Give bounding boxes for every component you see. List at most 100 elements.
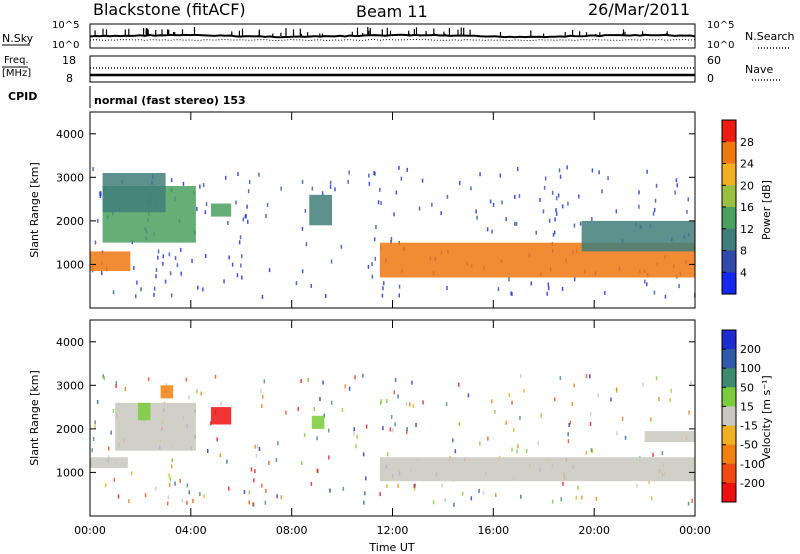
freq-panel: Freq. [MHz] 18 8 60 0 Nave <box>2 54 782 85</box>
scatter-point <box>167 495 170 500</box>
scatter-point <box>520 374 522 378</box>
y-tick-label: 1000 <box>56 466 84 479</box>
scatter-point <box>131 471 133 476</box>
nsearch-trace <box>89 38 696 42</box>
scatter-point <box>559 375 562 380</box>
scatter-point <box>165 383 168 388</box>
y-tick-label: 2000 <box>56 215 84 228</box>
scatter-point <box>406 427 408 432</box>
scatter-point <box>591 448 594 453</box>
scatter-point <box>664 294 667 299</box>
scatter-point <box>191 258 193 263</box>
scatter-point <box>511 400 513 405</box>
scatter-point <box>678 284 680 289</box>
scatter-point <box>413 486 416 491</box>
scatter-point <box>329 488 331 493</box>
colorbar-tick-label: -15 <box>740 420 758 433</box>
scatter-point <box>169 271 172 276</box>
scatter-point <box>546 291 548 296</box>
scatter-point <box>157 255 159 260</box>
scatter-point <box>397 483 399 488</box>
scatter-point <box>241 275 243 280</box>
scatter-point <box>624 435 627 440</box>
scatter-point <box>329 180 332 185</box>
scatter-point <box>467 393 470 398</box>
scatter-point <box>180 271 182 276</box>
scatter-point <box>144 493 147 498</box>
data-region-ground-scatter-early <box>90 457 128 469</box>
x-tick-label: 08:00 <box>276 524 308 537</box>
scatter-point <box>452 438 454 443</box>
scatter-point <box>379 492 381 497</box>
scatter-point <box>252 502 254 506</box>
scatter-point <box>199 184 201 189</box>
scatter-point <box>340 244 343 249</box>
date-title: 26/Mar/2011 <box>588 0 690 19</box>
scatter-point <box>446 286 448 290</box>
scatter-point <box>247 219 249 224</box>
scatter-point <box>638 204 640 209</box>
nave-tick-top: 60 <box>707 54 721 67</box>
power-colorbar: 4 8 12 16 20 24 28 <box>721 119 754 295</box>
y-tick-label: 3000 <box>56 171 84 184</box>
scatter-point <box>459 180 461 185</box>
colorbar-tick-label: 100 <box>740 362 761 375</box>
scatter-point <box>328 455 330 460</box>
scatter-point <box>458 422 460 426</box>
scatter-point <box>432 500 435 505</box>
colorbar-tick-label: 50 <box>740 381 754 394</box>
scatter-point <box>104 483 107 488</box>
scatter-point <box>554 217 556 222</box>
scatter-point <box>248 490 251 495</box>
scatter-point <box>558 168 561 173</box>
scatter-point <box>245 214 247 218</box>
scatter-point <box>196 206 198 211</box>
scatter-point <box>652 211 655 216</box>
scatter-point <box>188 395 190 400</box>
scatter-point <box>648 479 650 484</box>
scatter-point <box>258 447 261 451</box>
scatter-point <box>162 254 164 259</box>
colorbar-swatch <box>722 463 736 484</box>
scatter-point <box>355 444 357 449</box>
scatter-point <box>579 221 582 226</box>
scatter-point <box>411 380 413 385</box>
scatter-point <box>192 498 194 503</box>
scatter-point <box>153 292 155 297</box>
scatter-point <box>303 433 306 438</box>
y-tick-label: 3000 <box>56 379 84 392</box>
scatter-point <box>305 242 308 247</box>
scatter-point <box>265 214 267 218</box>
scatter-point <box>155 274 157 279</box>
power-data-layer <box>90 165 696 299</box>
scatter-point <box>108 446 110 451</box>
scatter-point <box>216 437 218 442</box>
scatter-point <box>661 451 664 456</box>
scatter-point <box>515 221 518 226</box>
scatter-point <box>110 430 112 435</box>
velocity-data-layer <box>90 373 696 507</box>
scatter-point <box>491 399 493 404</box>
scatter-point <box>170 178 173 183</box>
scatter-point <box>204 210 207 215</box>
scatter-point <box>301 269 304 274</box>
colorbar-tick-label: -200 <box>740 477 765 490</box>
scatter-point <box>188 490 190 495</box>
scatter-point <box>444 498 446 503</box>
scatter-point <box>505 420 507 425</box>
scatter-point <box>254 444 256 449</box>
scatter-point <box>155 486 157 491</box>
scatter-point <box>91 448 93 453</box>
scatter-point <box>334 187 336 192</box>
scatter-point <box>501 200 503 205</box>
scatter-point <box>374 171 376 176</box>
colorbar-tick-label: 24 <box>740 158 754 171</box>
data-region-patch-05 <box>211 203 232 217</box>
scatter-point <box>653 290 656 295</box>
scatter-point <box>615 387 618 392</box>
scatter-point <box>382 286 384 291</box>
x-tick-label: 16:00 <box>477 524 509 537</box>
power-x-axis <box>89 112 696 308</box>
scatter-point <box>514 194 516 199</box>
scatter-point <box>475 209 477 214</box>
